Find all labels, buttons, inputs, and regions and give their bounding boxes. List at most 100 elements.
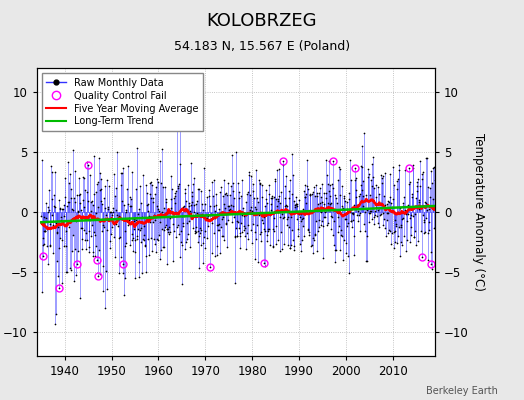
Point bbox=[291, 204, 299, 211]
Point bbox=[170, 228, 178, 234]
Point bbox=[253, 222, 261, 228]
Point bbox=[332, 247, 340, 253]
Point bbox=[136, 183, 144, 189]
Point bbox=[141, 268, 150, 275]
Point bbox=[301, 193, 309, 200]
Point bbox=[173, 224, 181, 230]
Point bbox=[316, 200, 324, 206]
Point bbox=[375, 224, 383, 230]
Point bbox=[158, 209, 166, 216]
Point bbox=[311, 231, 320, 237]
Point bbox=[185, 200, 193, 206]
Point bbox=[324, 219, 333, 226]
Point bbox=[51, 169, 60, 176]
Point bbox=[193, 186, 202, 192]
Point bbox=[387, 230, 396, 236]
Point bbox=[105, 217, 113, 223]
Point bbox=[49, 250, 58, 256]
Point bbox=[185, 217, 193, 224]
Point bbox=[123, 217, 131, 224]
Point bbox=[186, 208, 194, 214]
Point bbox=[376, 172, 385, 178]
Point bbox=[267, 195, 276, 202]
Point bbox=[116, 234, 124, 240]
Point bbox=[115, 235, 123, 242]
Point bbox=[227, 219, 236, 225]
Point bbox=[59, 219, 68, 226]
Point bbox=[266, 212, 275, 218]
Point bbox=[160, 224, 169, 230]
Point bbox=[178, 242, 186, 248]
Point bbox=[285, 188, 293, 194]
Point bbox=[215, 221, 224, 227]
Point bbox=[84, 244, 93, 251]
Point bbox=[63, 199, 72, 205]
Point bbox=[420, 219, 429, 225]
Point bbox=[190, 174, 198, 181]
Point bbox=[192, 200, 201, 207]
Point bbox=[285, 224, 293, 230]
Point bbox=[423, 230, 432, 236]
Point bbox=[308, 191, 316, 198]
Point bbox=[194, 228, 202, 234]
Point bbox=[257, 238, 265, 244]
Point bbox=[250, 256, 259, 262]
Point bbox=[345, 196, 354, 202]
Point bbox=[241, 232, 249, 239]
Point bbox=[430, 224, 439, 231]
Point bbox=[111, 254, 119, 260]
Point bbox=[182, 206, 191, 212]
Point bbox=[333, 214, 342, 220]
Point bbox=[366, 192, 374, 198]
Point bbox=[343, 223, 352, 230]
Point bbox=[429, 165, 437, 171]
Point bbox=[288, 191, 296, 197]
Point bbox=[234, 180, 242, 186]
Point bbox=[290, 198, 298, 204]
Point bbox=[109, 208, 117, 215]
Point bbox=[38, 288, 46, 295]
Point bbox=[88, 198, 96, 204]
Point bbox=[312, 182, 320, 188]
Point bbox=[143, 190, 151, 196]
Point bbox=[237, 193, 245, 200]
Point bbox=[413, 179, 421, 185]
Point bbox=[61, 174, 69, 181]
Point bbox=[400, 193, 409, 200]
Point bbox=[123, 186, 132, 192]
Point bbox=[362, 192, 370, 198]
Point bbox=[374, 206, 383, 213]
Point bbox=[132, 217, 140, 223]
Point bbox=[334, 229, 343, 236]
Point bbox=[292, 201, 300, 208]
Point bbox=[44, 209, 52, 216]
Point bbox=[312, 218, 320, 224]
Point bbox=[197, 227, 205, 233]
Point bbox=[196, 225, 204, 232]
Point bbox=[274, 198, 282, 204]
Point bbox=[117, 182, 125, 188]
Point bbox=[425, 194, 434, 200]
Point bbox=[422, 155, 431, 161]
Point bbox=[70, 278, 79, 284]
Point bbox=[386, 194, 395, 200]
Point bbox=[300, 233, 308, 239]
Point bbox=[276, 248, 284, 254]
Point bbox=[297, 248, 305, 254]
Point bbox=[255, 212, 264, 218]
Point bbox=[410, 234, 418, 240]
Point bbox=[395, 162, 403, 168]
Point bbox=[425, 219, 434, 225]
Point bbox=[325, 182, 334, 188]
Point bbox=[347, 210, 356, 216]
Point bbox=[135, 205, 144, 212]
Point bbox=[269, 226, 277, 232]
Point bbox=[240, 223, 248, 230]
Point bbox=[130, 249, 139, 255]
Point bbox=[215, 206, 223, 213]
Point bbox=[222, 220, 230, 226]
Point bbox=[151, 183, 160, 190]
Point bbox=[365, 171, 374, 178]
Point bbox=[50, 203, 59, 210]
Point bbox=[399, 203, 407, 209]
